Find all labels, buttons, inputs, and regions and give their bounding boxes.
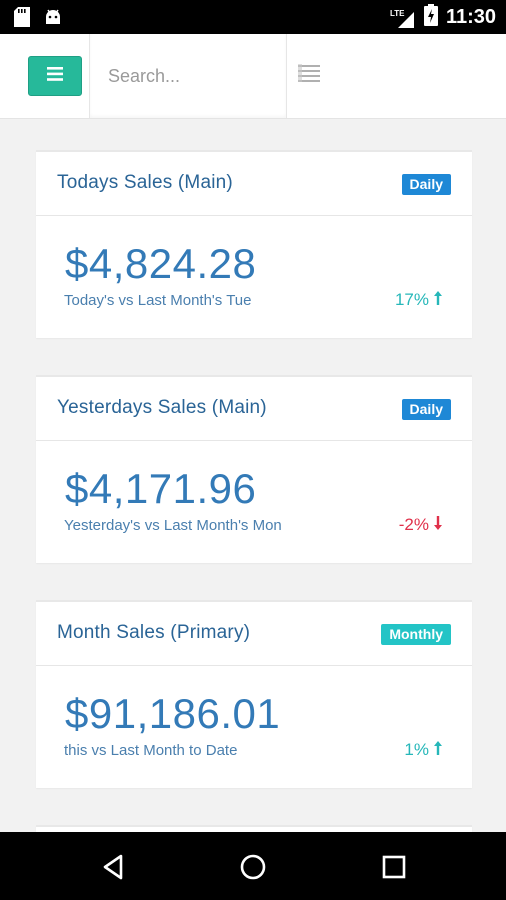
- card-title: Yesterdays Sales (Main): [57, 397, 267, 418]
- search-box: [89, 34, 287, 118]
- change-indicator: 17%: [395, 290, 443, 310]
- battery-charging-icon: [423, 3, 438, 31]
- back-icon[interactable]: [97, 850, 131, 884]
- card-title: Month Sales (Primary): [57, 622, 251, 643]
- period-badge: Monthly: [381, 624, 451, 645]
- period-badge: Daily: [401, 174, 451, 195]
- card-header: Yesterdays Sales (Main) Daily: [36, 377, 472, 441]
- comparison-label: this vs Last Month to Date: [64, 742, 238, 759]
- home-icon[interactable]: [236, 850, 270, 884]
- sales-card-today: Todays Sales (Main) Daily $4,824.28 Toda…: [36, 150, 472, 338]
- change-value: 1%: [404, 740, 429, 759]
- arrow-down-icon: [433, 515, 443, 535]
- change-value: -2%: [398, 515, 429, 534]
- list-view-icon[interactable]: [298, 64, 322, 88]
- sales-amount: $4,171.96: [65, 465, 257, 512]
- sales-card-month: Month Sales (Primary) Monthly $91,186.01…: [36, 600, 472, 788]
- android-debug-icon: [44, 8, 62, 31]
- sd-card-icon: [14, 7, 30, 32]
- status-bar: LTE 11:30: [0, 0, 506, 34]
- card-title: Todays Sales (Main): [57, 172, 233, 193]
- search-input[interactable]: [90, 34, 286, 118]
- sales-amount: $91,186.01: [65, 690, 281, 737]
- menu-button[interactable]: [28, 56, 82, 96]
- card-header: Todays Sales (Main) Daily: [36, 152, 472, 216]
- signal-icon: LTE: [389, 6, 416, 28]
- change-indicator: -2%: [399, 515, 443, 535]
- arrow-up-icon: [433, 740, 443, 760]
- sales-card-yesterday: Yesterdays Sales (Main) Daily $4,171.96 …: [36, 375, 472, 563]
- top-toolbar: [0, 34, 506, 119]
- network-type: LTE: [389, 9, 405, 18]
- hamburger-icon: [47, 66, 63, 86]
- navigation-bar: [0, 832, 506, 900]
- card-header: Month Sales (Primary) Monthly: [36, 602, 472, 666]
- change-indicator: 1%: [404, 740, 443, 760]
- comparison-label: Yesterday's vs Last Month's Mon: [64, 517, 282, 534]
- recents-icon[interactable]: [377, 850, 411, 884]
- arrow-up-icon: [433, 290, 443, 310]
- clock: 11:30: [445, 5, 496, 28]
- comparison-label: Today's vs Last Month's Tue: [64, 292, 252, 309]
- sales-amount: $4,824.28: [65, 240, 257, 287]
- change-value: 17%: [394, 290, 429, 309]
- period-badge: Daily: [401, 399, 451, 420]
